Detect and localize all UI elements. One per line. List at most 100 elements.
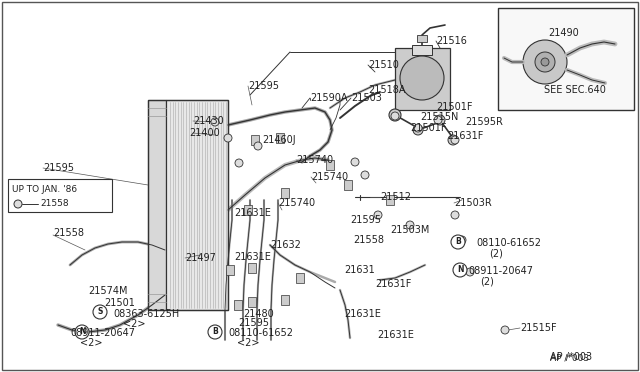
Text: 21497: 21497 bbox=[185, 253, 216, 263]
Text: 21501: 21501 bbox=[104, 298, 135, 308]
Text: 21631E: 21631E bbox=[377, 330, 414, 340]
Text: B: B bbox=[212, 327, 218, 337]
Text: 21501F: 21501F bbox=[436, 102, 472, 112]
Circle shape bbox=[374, 211, 382, 219]
Circle shape bbox=[211, 118, 219, 126]
Text: (2): (2) bbox=[489, 248, 503, 258]
Circle shape bbox=[451, 211, 459, 219]
Circle shape bbox=[435, 115, 445, 125]
Circle shape bbox=[434, 116, 442, 124]
Circle shape bbox=[414, 124, 422, 132]
Text: 21590A: 21590A bbox=[310, 93, 348, 103]
Text: 21595: 21595 bbox=[248, 81, 279, 91]
Text: 21631E: 21631E bbox=[344, 309, 381, 319]
Bar bbox=[281, 188, 289, 198]
Text: 08110-61652: 08110-61652 bbox=[476, 238, 541, 248]
Text: SEE SEC.640: SEE SEC.640 bbox=[544, 85, 606, 95]
Text: 21460J: 21460J bbox=[262, 135, 296, 145]
Circle shape bbox=[541, 58, 549, 66]
Circle shape bbox=[466, 268, 474, 276]
Text: 21558: 21558 bbox=[40, 199, 68, 208]
Bar bbox=[248, 297, 256, 307]
Text: 21512: 21512 bbox=[380, 192, 411, 202]
Bar bbox=[344, 180, 352, 190]
Text: 21400: 21400 bbox=[189, 128, 220, 138]
Bar bbox=[166, 100, 228, 310]
Text: 21595: 21595 bbox=[43, 163, 74, 173]
Text: 21501F: 21501F bbox=[410, 123, 447, 133]
Text: UP TO JAN. '86: UP TO JAN. '86 bbox=[12, 185, 77, 193]
Text: 21632: 21632 bbox=[270, 240, 301, 250]
Circle shape bbox=[451, 136, 459, 144]
Circle shape bbox=[224, 134, 232, 142]
Text: 21515N: 21515N bbox=[420, 112, 458, 122]
Bar bbox=[244, 205, 252, 215]
Bar bbox=[248, 263, 256, 273]
Circle shape bbox=[14, 200, 22, 208]
Text: 21515F: 21515F bbox=[520, 323, 557, 333]
Bar bbox=[281, 295, 289, 305]
Bar bbox=[226, 265, 234, 275]
Circle shape bbox=[93, 305, 107, 319]
Bar bbox=[234, 300, 242, 310]
Text: 21503: 21503 bbox=[351, 93, 382, 103]
Circle shape bbox=[389, 109, 401, 121]
Bar bbox=[386, 195, 394, 205]
Text: AP /*003: AP /*003 bbox=[550, 352, 592, 362]
Text: AP /*003: AP /*003 bbox=[550, 353, 589, 362]
Circle shape bbox=[75, 325, 89, 339]
Text: 21631F: 21631F bbox=[447, 131, 483, 141]
Circle shape bbox=[406, 221, 414, 229]
Text: 21631E: 21631E bbox=[234, 252, 271, 262]
Text: N: N bbox=[457, 266, 463, 275]
Text: 21631F: 21631F bbox=[375, 279, 412, 289]
Text: <2>: <2> bbox=[237, 338, 259, 348]
Text: <2>: <2> bbox=[80, 338, 102, 348]
Text: 21595R: 21595R bbox=[465, 117, 503, 127]
Text: 21518A: 21518A bbox=[368, 85, 406, 95]
Text: 21574M: 21574M bbox=[88, 286, 127, 296]
Bar bbox=[148, 100, 166, 310]
Circle shape bbox=[254, 142, 262, 150]
Text: 21595: 21595 bbox=[238, 318, 269, 328]
Circle shape bbox=[413, 125, 423, 135]
Circle shape bbox=[451, 235, 465, 249]
Text: 215740: 215740 bbox=[278, 198, 315, 208]
Circle shape bbox=[235, 159, 243, 167]
Text: 21558: 21558 bbox=[53, 228, 84, 238]
Text: 08110-61652: 08110-61652 bbox=[228, 328, 293, 338]
Text: 21631: 21631 bbox=[344, 265, 375, 275]
Text: <2>: <2> bbox=[123, 319, 145, 329]
Text: 08363-6125H: 08363-6125H bbox=[113, 309, 179, 319]
Bar bbox=[412, 45, 432, 55]
Circle shape bbox=[535, 52, 555, 72]
Circle shape bbox=[208, 325, 222, 339]
Text: 21558: 21558 bbox=[353, 235, 384, 245]
Bar bbox=[498, 8, 634, 110]
Circle shape bbox=[453, 263, 467, 277]
Text: 21430: 21430 bbox=[193, 116, 224, 126]
Text: 08911-20647: 08911-20647 bbox=[70, 328, 135, 338]
Circle shape bbox=[391, 112, 399, 120]
Circle shape bbox=[448, 135, 458, 145]
Text: 21503R: 21503R bbox=[454, 198, 492, 208]
Circle shape bbox=[458, 236, 466, 244]
Circle shape bbox=[400, 56, 444, 100]
Text: 21631E: 21631E bbox=[234, 208, 271, 218]
Bar bbox=[276, 133, 284, 143]
Text: 08911-20647: 08911-20647 bbox=[468, 266, 533, 276]
Bar bbox=[148, 100, 228, 310]
Text: (2): (2) bbox=[480, 276, 494, 286]
Circle shape bbox=[523, 40, 567, 84]
Circle shape bbox=[361, 171, 369, 179]
Text: 21503M: 21503M bbox=[390, 225, 429, 235]
Bar bbox=[8, 179, 112, 212]
Text: N: N bbox=[79, 327, 85, 337]
Text: 215740: 215740 bbox=[296, 155, 333, 165]
Text: 21510: 21510 bbox=[368, 60, 399, 70]
Bar bbox=[417, 35, 427, 42]
Circle shape bbox=[501, 326, 509, 334]
Text: 21595: 21595 bbox=[350, 215, 381, 225]
Text: 21516: 21516 bbox=[436, 36, 467, 46]
Bar bbox=[251, 135, 259, 145]
